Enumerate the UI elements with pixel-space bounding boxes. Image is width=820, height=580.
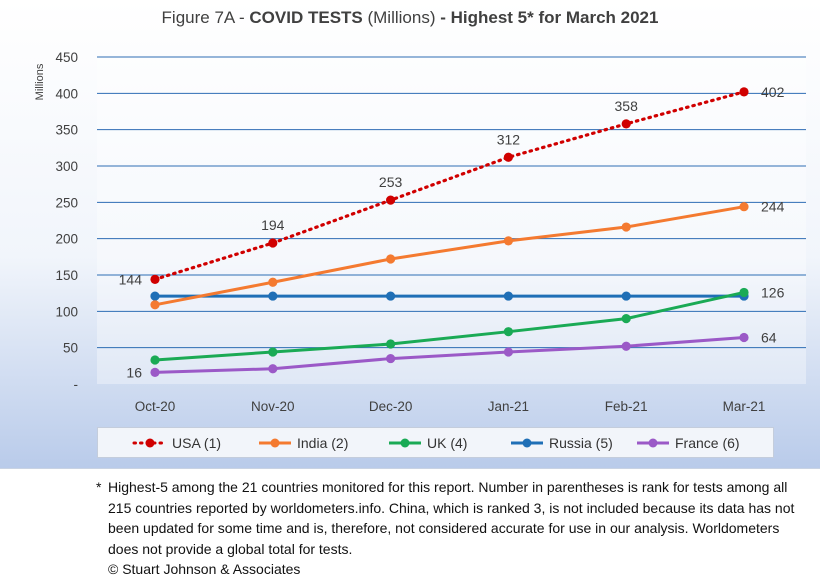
y-tick-label: - [74,377,79,392]
title-prefix: Figure 7A - [161,8,250,27]
legend-item: USA (1) [132,428,221,457]
legend-key [132,438,168,447]
data-point [739,202,749,212]
data-point [386,353,396,364]
y-tick-label: 200 [55,232,78,247]
chart-plot: - 50 100 150 200 250 300 350 400 450 Millions Oct-2… [34,50,806,414]
data-point [386,291,396,301]
data-point [150,300,160,310]
data-point [268,347,278,357]
data-point [739,332,749,343]
x-tick-label: Mar-21 [723,399,766,414]
data-point [386,195,396,205]
y-tick-label: 400 [55,86,78,101]
legend-label: France (6) [675,434,740,451]
data-point [150,274,160,284]
data-point [503,291,513,301]
y-tick-label: 100 [55,304,78,319]
series-line [154,290,745,362]
data-label: 402 [761,84,785,100]
data-point [150,367,160,377]
legend-item: Russia (5) [509,428,613,457]
legend-key [259,438,291,447]
legend-label: Russia (5) [549,434,613,451]
data-point [621,222,631,232]
data-point [150,355,160,365]
title-middle: (Millions) [362,8,441,27]
data-point [739,87,749,97]
y-tick-label: 250 [55,195,78,210]
legend-item: India (2) [257,428,348,457]
footnote: * Highest-5 among the 21 countries monit… [96,477,806,580]
legend-label: UK (4) [427,434,468,451]
data-label: 244 [761,199,785,215]
data-point [268,277,278,287]
legend-label: USA (1) [172,434,222,451]
y-tick-label: 350 [55,123,78,138]
x-tick-label: Nov-20 [251,399,295,414]
y-tick-label: 450 [55,50,78,65]
title-bold-tail: - Highest 5* for March 2021 [440,8,659,27]
data-point [268,291,278,301]
legend-key [389,438,421,447]
legend-key [511,438,543,447]
chart-title: Figure 7A - COVID TESTS (Millions) - Hig… [0,8,820,28]
data-label: 64 [761,329,777,345]
x-tick-label: Jan-21 [488,399,529,414]
data-point [268,238,278,248]
title-bold-main: COVID TESTS [249,8,363,27]
chart-legend: USA (1) India (2) UK (4) Russia (5) France (… [97,427,774,458]
data-point [739,287,749,298]
data-point [386,339,396,349]
data-label: 312 [497,131,521,147]
data-point [621,291,631,301]
legend-item: UK (4) [387,428,467,457]
legend-item: France (6) [635,428,740,457]
series-line [154,335,745,374]
series-line [154,205,745,307]
data-label: 194 [261,217,285,233]
y-tick-label: 150 [55,268,78,283]
legend-label: India (2) [297,434,349,451]
data-point [503,152,513,162]
data-point [268,364,278,374]
data-point [503,236,513,246]
data-label: 16 [126,364,142,380]
x-tick-label: Oct-20 [135,399,176,414]
x-tick-label: Dec-20 [369,399,413,414]
y-tick-label: 300 [55,159,78,174]
data-point [503,327,513,337]
plot-area [97,57,806,384]
data-label: 253 [379,174,403,190]
chart-panel: Figure 7A - COVID TESTS (Millions) - Hig… [0,0,820,469]
data-point [621,119,631,129]
series-line [153,90,746,281]
copyright-text: © Stuart Johnson & Associates [108,561,301,577]
data-point [503,347,513,357]
data-label: 126 [761,284,785,300]
data-label: 144 [119,271,143,287]
footnote-marker: * [96,479,102,495]
legend-key [637,438,669,447]
data-point [150,291,160,301]
footnote-text: Highest-5 among the 21 countries monitor… [108,479,795,557]
y-axis-label: Millions [34,63,46,100]
x-tick-label: Feb-21 [605,399,648,414]
data-point [386,254,396,264]
y-tick-label: 50 [63,341,78,356]
data-point [621,314,631,324]
data-label: 358 [615,98,639,114]
data-point [621,341,631,351]
